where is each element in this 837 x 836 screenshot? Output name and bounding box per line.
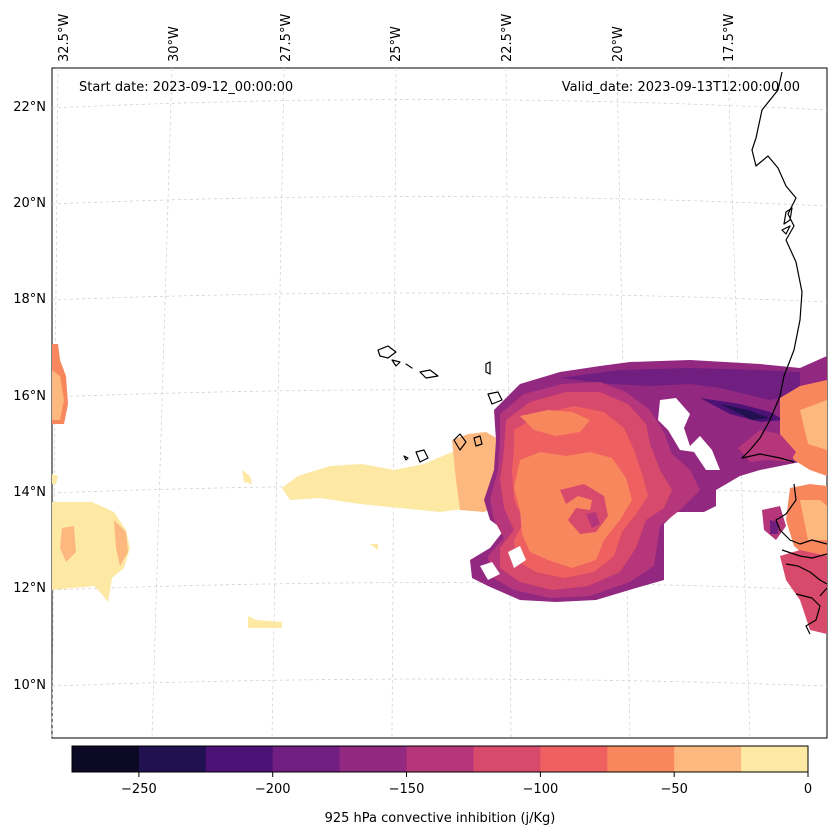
contour-speck-1 (242, 470, 252, 484)
colorbar-tick-label: −50 (660, 782, 687, 797)
latitude-labels: 22°N 20°N 18°N 16°N 14°N 12°N 10°N (13, 100, 46, 693)
contour-west-top-inner (52, 370, 64, 420)
contour-coast-south-2 (800, 500, 827, 540)
colorbar-swatch (473, 746, 541, 772)
colorbar-swatch (339, 746, 408, 772)
contour-hole-2 (508, 546, 526, 568)
graticule (51, 67, 828, 739)
colorbar-swatch (205, 746, 274, 772)
colorbar-swatch (272, 746, 341, 772)
start-date-label: Start date: 2023-09-12_00:00:00 (79, 80, 293, 95)
contour-hole-1 (658, 398, 720, 470)
lat-label: 18°N (13, 292, 46, 307)
contour-coast-south-5 (770, 520, 778, 534)
lon-label: 17.5°W (722, 14, 737, 62)
contour-speck-3 (370, 544, 378, 550)
colorbar-swatch (674, 746, 742, 772)
lon-label: 27.5°W (279, 14, 294, 62)
colorbar-swatch (72, 746, 140, 772)
contour-coast-south-3 (780, 550, 827, 634)
contour-speck-2 (248, 616, 282, 628)
longitude-labels: 32.5°W 30°W 27.5°W 25°W 22.5°W 20°W 17.5… (57, 14, 737, 62)
colorbar-swatch (138, 746, 207, 772)
colorbar-tick-label: −150 (389, 782, 425, 797)
colorbar-tick-label: −200 (255, 782, 291, 797)
contour-orange-north (520, 410, 590, 436)
contour-north-band (560, 368, 800, 400)
contour-hole-3 (480, 562, 500, 580)
contour-field (52, 344, 827, 634)
contour-west-bottom-edge (114, 520, 128, 566)
valid-date-label: Valid_date: 2023-09-13T12:00:00.00 (562, 80, 800, 95)
coastlines (377, 71, 828, 635)
colorbar-frame (71, 745, 809, 773)
contour-west-bottom-inner (60, 526, 76, 562)
contour-main-yellow (282, 440, 480, 512)
lat-label: 16°N (13, 389, 46, 404)
lon-label: 22.5°W (500, 14, 515, 62)
lat-label: 14°N (13, 485, 46, 500)
lon-label: 30°W (167, 26, 182, 62)
colorbar-swatch (406, 746, 474, 772)
colorbar-swatch (540, 746, 608, 772)
contour-coast-magenta (738, 430, 796, 462)
lon-label: 25°W (389, 26, 404, 62)
colorbar-swatch (607, 746, 675, 772)
contour-swirl-core (586, 512, 600, 528)
lat-label: 10°N (13, 678, 46, 693)
lon-label: 32.5°W (57, 14, 72, 62)
colorbar-tick-label: 0 (804, 782, 812, 797)
contour-west-mid (52, 474, 58, 484)
colorbar-ticks (138, 772, 809, 777)
lat-label: 20°N (13, 196, 46, 211)
colorbar-label: 925 hPa convective inhibition (j/Kg) (325, 811, 556, 826)
colorbar-tick-label: −250 (121, 782, 157, 797)
lat-label: 12°N (13, 581, 46, 596)
colorbar-swatches (72, 746, 809, 772)
lat-label: 22°N (13, 100, 46, 115)
lon-label: 20°W (611, 26, 626, 62)
colorbar-tick-label: −100 (523, 782, 559, 797)
contour-coast-light (800, 400, 827, 450)
colorbar: −250 −200 −150 −100 −50 0 925 hPa convec… (71, 745, 812, 826)
contour-orange (514, 452, 632, 568)
colorbar-swatch (741, 746, 809, 772)
contour-north-darkest (720, 404, 770, 420)
